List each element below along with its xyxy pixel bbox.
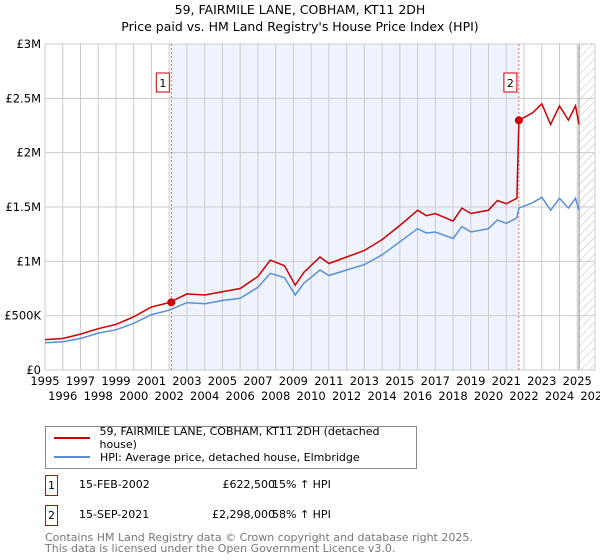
x-tick-label: 2005 [208, 374, 237, 388]
sale-badge: 1 [45, 475, 58, 496]
x-tick-label: 2004 [190, 389, 219, 403]
x-tick-label: 2003 [172, 374, 201, 388]
x-tick-label: 2002 [155, 389, 184, 403]
chart-title: 59, FAIRMILE LANE, COBHAM, KT11 2DH [174, 2, 426, 17]
x-tick-label: 2013 [350, 374, 379, 388]
x-tick-label: 2016 [403, 389, 432, 403]
x-tick-label: 2019 [456, 374, 485, 388]
x-tick-label: 2026 [580, 389, 600, 403]
legend: 59, FAIRMILE LANE, COBHAM, KT11 2DH (det… [45, 425, 417, 469]
x-tick-label: 2018 [438, 389, 467, 403]
x-tick-label: 2023 [527, 374, 556, 388]
y-tick-label: £500K [4, 309, 41, 323]
x-tick-label: 2007 [243, 374, 272, 388]
x-tick-label: 1999 [101, 374, 130, 388]
plot-border [44, 43, 596, 371]
sale-date: 15-SEP-2021 [79, 508, 150, 521]
legend-item-hpi: HPI: Average price, detached house, Elmb… [54, 449, 360, 465]
sale-label-number: 2 [507, 77, 514, 90]
y-tick-label: £0 [26, 363, 41, 377]
chart-subtitle: Price paid vs. HM Land Registry's House … [121, 19, 479, 34]
x-tick-label: 2009 [279, 374, 308, 388]
x-tick-label: 2000 [119, 389, 148, 403]
x-tick-label: 2010 [296, 389, 325, 403]
x-tick-label: 2021 [492, 374, 521, 388]
x-tick-label: 1996 [48, 389, 77, 403]
sale-label-border [503, 72, 518, 93]
price-paid-series-line [44, 102, 580, 341]
sale-price: £2,298,000 [212, 508, 275, 521]
x-tick-label: 2015 [385, 374, 414, 388]
sale-badge: 2 [45, 505, 58, 526]
x-tick-label: 2024 [545, 389, 574, 403]
x-tick-label: 2017 [421, 374, 450, 388]
sale-label-number: 1 [159, 77, 166, 90]
price-chart: 1995199619971998199920002001200220032004… [4, 37, 600, 403]
blue-line-swatch [54, 456, 90, 458]
sale-hpi-diff: 15% ↑ HPI [272, 478, 331, 491]
legend-item-property: 59, FAIRMILE LANE, COBHAM, KT11 2DH (det… [54, 425, 416, 451]
legend-label: HPI: Average price, detached house, Elmb… [100, 450, 360, 464]
footer-licence: This data is licensed under the Open Gov… [45, 542, 396, 555]
sale-label-box: 2 [503, 72, 518, 93]
x-tick-label: 2008 [261, 389, 290, 403]
x-tick-label: 2012 [332, 389, 361, 403]
footer-copyright: Contains HM Land Registry data © Crown c… [45, 531, 473, 544]
sale-label-border [155, 72, 170, 93]
hpi-series-line [44, 196, 580, 344]
y-tick-label: £3M [16, 37, 41, 51]
y-tick-label: £1.5M [5, 200, 41, 214]
x-tick-label: 1995 [30, 374, 59, 388]
red-line-swatch [54, 437, 90, 439]
x-tick-label: 1998 [84, 389, 113, 403]
sale-price: £622,500 [222, 478, 276, 491]
x-tick-label: 2025 [563, 374, 592, 388]
x-tick-label: 2011 [314, 374, 343, 388]
x-tick-label: 2022 [509, 389, 538, 403]
x-tick-label: 2014 [367, 389, 396, 403]
y-tick-label: £2M [16, 146, 41, 160]
legend-label: 59, FAIRMILE LANE, COBHAM, KT11 2DH (det… [99, 425, 380, 451]
sale-point [167, 298, 176, 307]
sale-date: 15-FEB-2002 [79, 478, 150, 491]
y-tick-label: £1M [16, 254, 41, 268]
x-tick-label: 1997 [66, 374, 95, 388]
x-tick-label: 2001 [137, 374, 166, 388]
sale-hpi-diff: 58% ↑ HPI [272, 508, 331, 521]
sale-label-box: 1 [155, 72, 170, 93]
x-tick-label: 2020 [474, 389, 503, 403]
x-tick-label: 2006 [226, 389, 255, 403]
y-tick-label: £2.5M [5, 91, 41, 105]
sale-point [514, 116, 523, 125]
